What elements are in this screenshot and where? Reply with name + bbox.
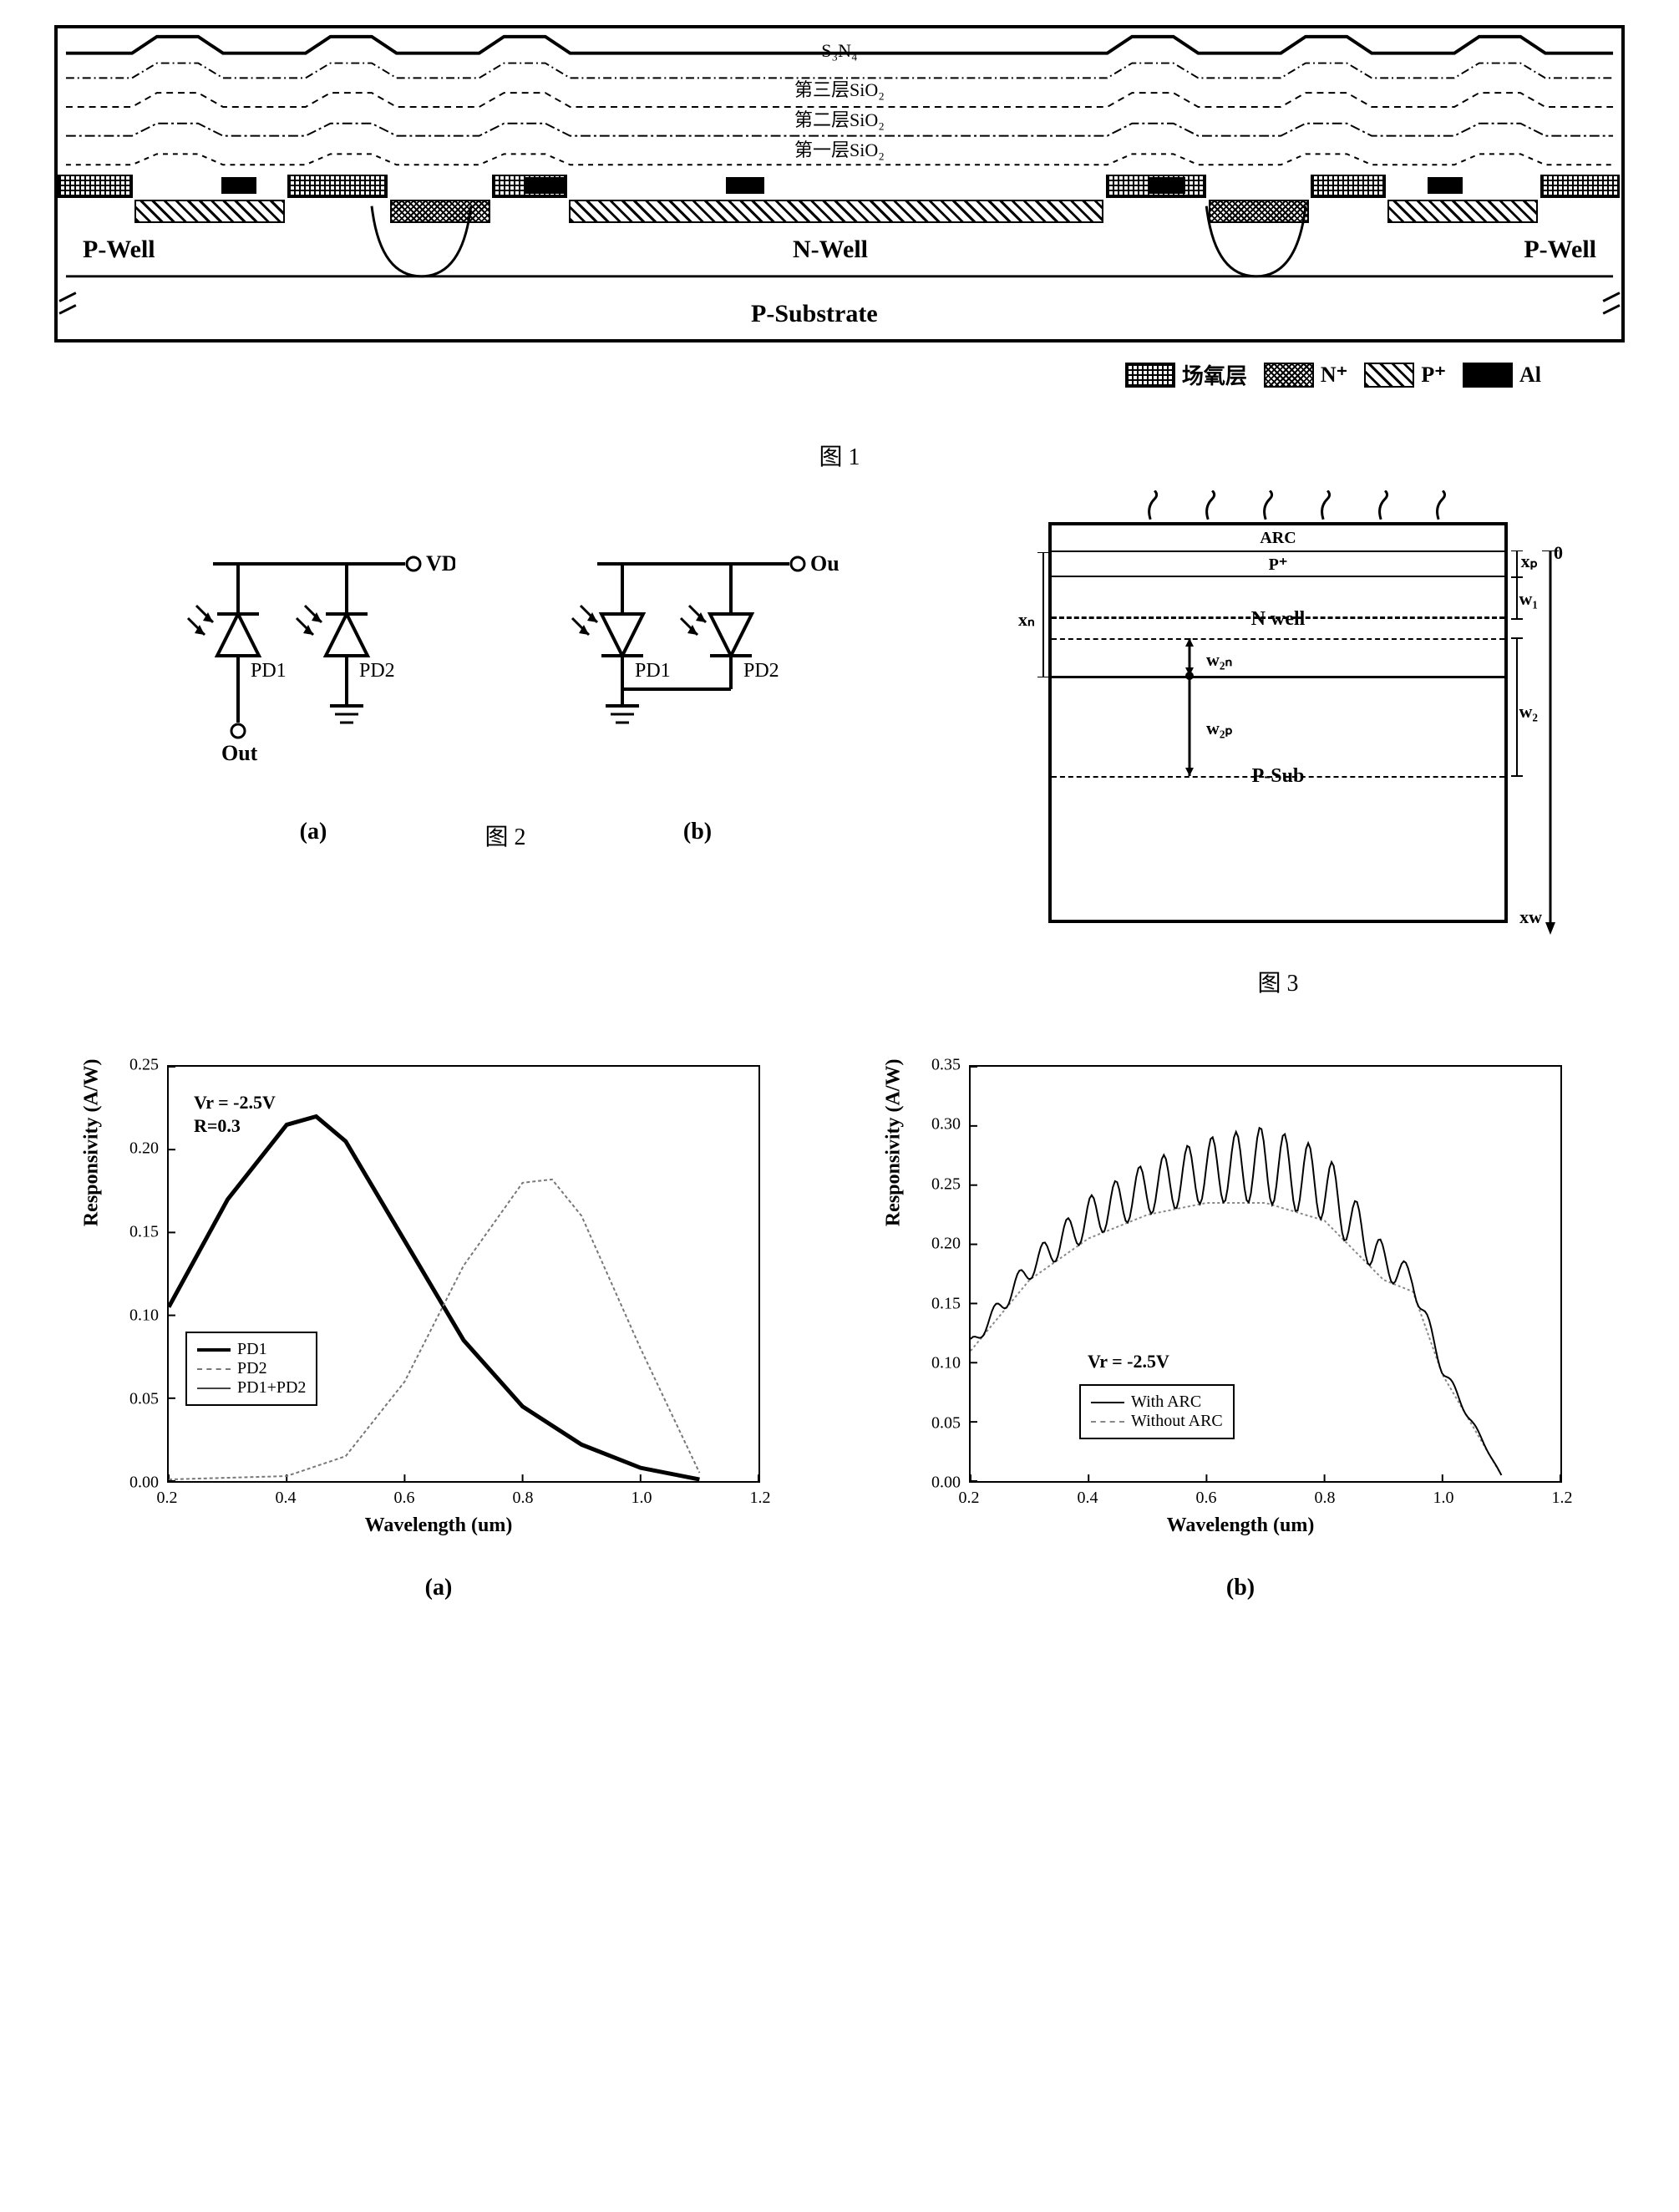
pwell-left-label: P-Well — [83, 236, 155, 264]
figure-4a: Vr = -2.5V R=0.3 PD1 PD2 PD1+PD2 Respons… — [63, 1048, 814, 1601]
vdd-label: VDD — [426, 551, 455, 576]
chart-a-ylabel: Responsivity (A/W) — [81, 1058, 104, 1226]
chart-a-anno1: Vr = -2.5V — [194, 1092, 276, 1114]
legend-oxide: 场氧层 — [1182, 359, 1247, 390]
substrate-label: P-Substrate — [751, 300, 878, 328]
layer-label-s3n4: S₃N₄ — [821, 40, 857, 62]
figure-3: ARC P⁺ N well P-Sub w₂ₙ w₂ₚ xₙ — [1007, 522, 1550, 998]
svg-text:Out: Out — [810, 551, 840, 576]
circuit-b: Out PD1 — [555, 522, 840, 806]
fig2-sub-a: (a) — [171, 819, 455, 845]
figure-2: VDD Out PD1 — [129, 522, 881, 998]
fig2-sub-b: (b) — [555, 819, 840, 845]
chart-b-xlabel: Wavelength (um) — [1167, 1514, 1315, 1537]
chart-b-anno1: Vr = -2.5V — [1088, 1351, 1169, 1372]
dim-xn: xₙ — [1018, 609, 1035, 631]
chart-a-anno2: R=0.3 — [194, 1115, 241, 1137]
chart-b-ylabel: Responsivity (A/W) — [883, 1058, 905, 1226]
nwell-label: N-Well — [793, 236, 868, 264]
layer-label-sio2-2: 第二层SiO₂ — [794, 105, 885, 132]
dim-xw: xw — [1519, 906, 1542, 928]
figure3-caption: 图 3 — [1007, 965, 1550, 998]
layer-label-sio2-3: 第三层SiO₂ — [794, 75, 885, 102]
layer-label-sio2-1: 第一层SiO₂ — [794, 135, 885, 162]
pwell-right-label: P-Well — [1524, 236, 1596, 264]
svg-text:PD2: PD2 — [359, 660, 395, 682]
svg-text:PD2: PD2 — [743, 660, 779, 682]
svg-text:Out: Out — [221, 741, 258, 765]
legend-nplus: N⁺ — [1321, 363, 1348, 388]
layer-psub: P-Sub — [1052, 759, 1504, 793]
svg-text:PD1: PD1 — [635, 660, 671, 682]
figure-1: S₃N₄ 第三层SiO₂ 第二层SiO₂ 第一层SiO₂ P-Well N-We… — [25, 25, 1654, 472]
legend-pplus: P⁺ — [1421, 363, 1446, 388]
svg-text:PD1: PD1 — [251, 660, 287, 682]
legend-al: Al — [1519, 363, 1541, 388]
circuit-a: VDD Out PD1 — [171, 522, 455, 806]
figure1-caption: 图 1 — [25, 439, 1654, 472]
dim-w2n: w₂ₙ — [1206, 649, 1232, 671]
fig4b-sub: (b) — [865, 1575, 1616, 1601]
figure-4b: Vr = -2.5V With ARC Without ARC Responsi… — [865, 1048, 1616, 1601]
chart-b-legend: With ARC Without ARC — [1079, 1384, 1235, 1439]
figure1-legend: 场氧层 N⁺ P⁺ Al — [54, 359, 1625, 390]
cmos-cross-section: S₃N₄ 第三层SiO₂ 第二层SiO₂ 第一层SiO₂ P-Well N-We… — [54, 25, 1625, 426]
chart-a-xlabel: Wavelength (um) — [365, 1514, 513, 1537]
layer-pplus: P⁺ — [1052, 552, 1504, 577]
layer-nwell: N well — [1052, 602, 1504, 636]
chart-a-legend: PD1 PD2 PD1+PD2 — [185, 1332, 317, 1406]
layer-arc: ARC — [1052, 525, 1504, 552]
dim-w2p: w₂ₚ — [1206, 718, 1233, 739]
fig4a-sub: (a) — [63, 1575, 814, 1601]
